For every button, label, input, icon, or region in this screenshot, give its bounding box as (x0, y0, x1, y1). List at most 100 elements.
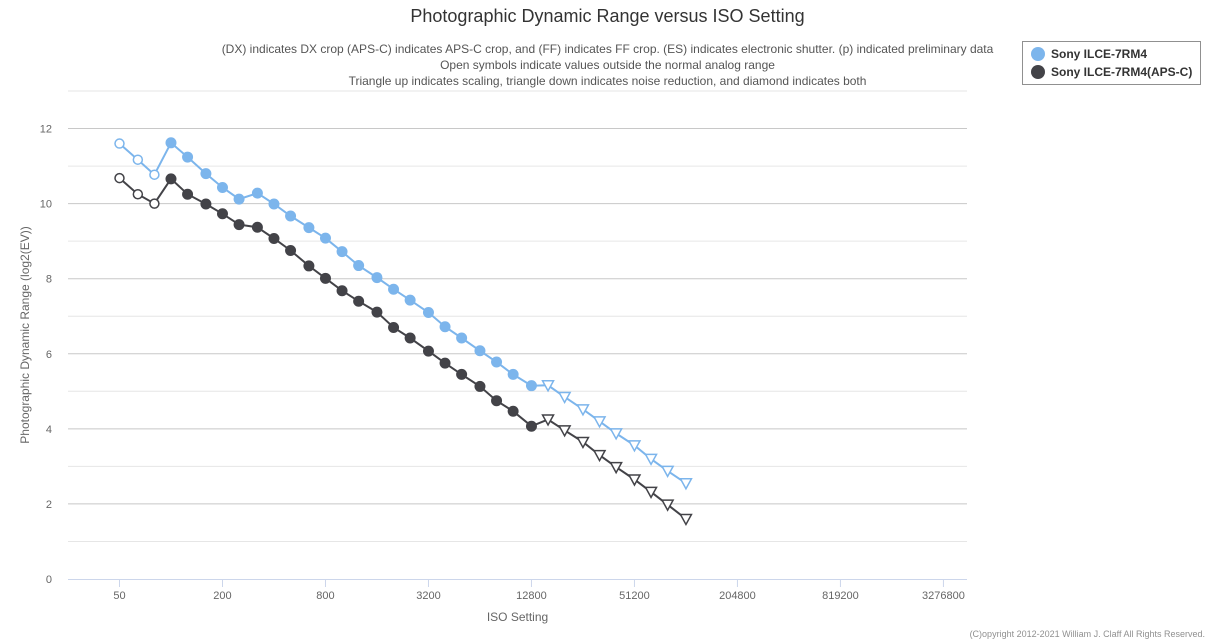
data-point (456, 332, 468, 344)
data-point-open (114, 172, 125, 184)
data-point-triangle-down (557, 425, 572, 438)
series-plot-area (114, 137, 693, 526)
data-point (216, 181, 228, 193)
x-tick-label: 200 (213, 590, 231, 602)
subtitle-line-2: Open symbols indicate values outside the… (440, 58, 775, 72)
data-point-triangle-down (576, 436, 590, 450)
x-tick-label: 51200 (619, 590, 650, 602)
y-tick-label: 6 (46, 349, 52, 361)
data-point-triangle-down (679, 478, 693, 491)
legend-label-series-1: Sony ILCE-7RM4 (1051, 47, 1148, 61)
data-point-triangle-down (679, 513, 693, 526)
data-point (439, 357, 451, 369)
x-tick-label: 819200 (822, 590, 859, 602)
legend-label-series-2: Sony ILCE-7RM4(APS-C) (1051, 65, 1193, 79)
data-point-triangle-down (609, 428, 623, 441)
subtitle-line-3: Triangle up indicates scaling, triangle … (348, 74, 867, 88)
x-tick-label: 50 (113, 590, 125, 602)
data-point (233, 193, 245, 205)
subtitle-line-1: (DX) indicates DX crop (APS-C) indicates… (221, 42, 994, 56)
data-point (285, 210, 297, 222)
copyright-notice: (C)opyright 2012-2021 William J. Claff A… (969, 629, 1205, 639)
grid-lines (68, 90, 967, 542)
data-point (491, 356, 503, 368)
data-point (507, 368, 519, 380)
data-point (336, 246, 348, 258)
data-point (456, 368, 468, 380)
x-tick-label: 12800 (516, 590, 547, 602)
y-tick-label: 2 (46, 499, 52, 511)
data-point-open (149, 198, 160, 209)
data-point-triangle-down (660, 465, 675, 478)
data-point (439, 321, 451, 333)
data-point (388, 283, 400, 295)
y-axis-title: Photographic Dynamic Range (log2(EV)) (18, 226, 32, 443)
legend-item-series-2[interactable]: Sony ILCE-7RM4(APS-C) (1031, 64, 1192, 80)
data-point (216, 208, 228, 220)
data-point (319, 272, 331, 284)
data-point-triangle-down (557, 391, 572, 404)
y-tick-label: 12 (40, 124, 52, 136)
data-point (165, 137, 177, 149)
data-point (303, 260, 315, 272)
chart-legend: Sony ILCE-7RM4 Sony ILCE-7RM4(APS-C) (1022, 41, 1201, 85)
data-point (233, 219, 245, 231)
data-point-open (149, 169, 160, 180)
data-point (182, 151, 194, 163)
x-axis-title: ISO Setting (487, 610, 548, 624)
data-point-triangle-down (644, 486, 658, 499)
chart-title: Photographic Dynamic Range versus ISO Se… (410, 6, 805, 26)
data-point (404, 294, 416, 306)
data-point-open (132, 154, 144, 165)
chart-subtitle: (DX) indicates DX crop (APS-C) indicates… (0, 41, 1215, 89)
data-point-triangle-down (576, 404, 590, 417)
x-tick-label: 204800 (719, 590, 756, 602)
data-point (268, 198, 280, 210)
series-1 (114, 137, 693, 491)
data-point (182, 188, 194, 200)
data-point (285, 245, 297, 257)
data-point (371, 272, 383, 284)
data-point (251, 221, 263, 233)
data-point (165, 173, 177, 185)
data-point (525, 420, 537, 432)
data-point (491, 395, 503, 407)
data-point (388, 321, 400, 333)
data-point (422, 345, 434, 357)
series-line (118, 177, 687, 520)
y-tick-label: 10 (40, 199, 52, 211)
data-point (474, 380, 486, 392)
data-point-triangle-down (660, 499, 675, 512)
data-point (303, 222, 315, 234)
y-tick-label: 8 (46, 274, 52, 286)
data-point (474, 345, 486, 357)
data-point (336, 285, 348, 297)
data-point-triangle-down (592, 449, 607, 463)
data-point-triangle-down (541, 380, 555, 393)
series-2 (114, 172, 693, 526)
data-point (200, 198, 212, 210)
data-point (353, 295, 365, 307)
data-point (353, 260, 365, 272)
data-point (251, 187, 263, 199)
data-point (371, 306, 383, 318)
data-point-triangle-down (609, 461, 623, 475)
data-point-open (132, 188, 144, 200)
data-point-triangle-down (627, 474, 642, 487)
y-tick-label: 4 (46, 424, 52, 436)
data-point-open (114, 138, 125, 149)
data-point (404, 332, 416, 344)
legend-marker-series-1 (1031, 47, 1045, 61)
data-point-triangle-down (592, 416, 607, 429)
legend-marker-series-2 (1031, 65, 1045, 79)
legend-item-series-1[interactable]: Sony ILCE-7RM4 (1031, 46, 1147, 62)
x-tick-label: 3276800 (922, 590, 965, 602)
y-tick-label: 0 (46, 574, 52, 586)
data-point (319, 232, 331, 244)
data-point-triangle-down (541, 414, 555, 427)
data-point (507, 405, 519, 417)
data-point (200, 168, 212, 180)
data-point (268, 233, 280, 245)
series-line (118, 141, 687, 485)
data-point (525, 380, 537, 392)
